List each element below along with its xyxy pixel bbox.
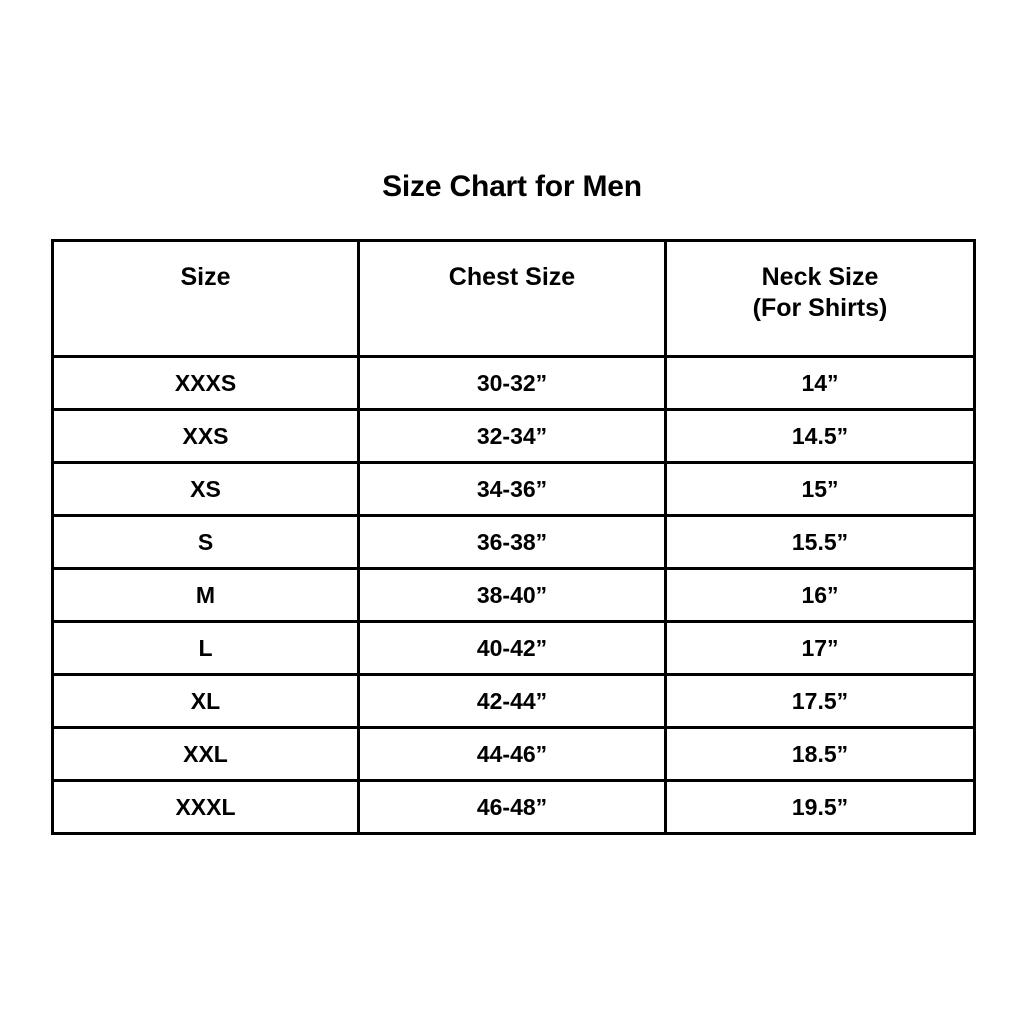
cell-chest: 40-42” (357, 620, 667, 676)
cell-chest: 38-40” (357, 567, 667, 623)
cell-size: XS (51, 461, 360, 517)
column-header-neck-size-label: Neck Size (761, 263, 879, 291)
cell-neck: 15.5” (664, 514, 976, 570)
cell-size: XXXS (51, 355, 360, 411)
table-row: XL 42-44” 17.5” (51, 673, 976, 729)
table-row: XXXS 30-32” 14” (51, 355, 976, 411)
table-body: XXXS 30-32” 14” XXS 32-34” 14.5” XS 34-3… (51, 355, 976, 835)
cell-size: L (51, 620, 360, 676)
cell-neck: 15” (664, 461, 976, 517)
cell-size: XXL (51, 726, 360, 782)
header-row: Size Chest Size Neck Size (For Shirts) (51, 239, 976, 358)
table-row: XS 34-36” 15” (51, 461, 976, 517)
size-chart-table: Size Chest Size Neck Size (For Shirts) X… (51, 239, 976, 835)
cell-neck: 19.5” (664, 779, 976, 835)
cell-neck: 14” (664, 355, 976, 411)
column-header-neck-size: Neck Size (For Shirts) (664, 239, 976, 358)
column-header-chest-size-label: Chest Size (448, 263, 576, 291)
table-row: XXL 44-46” 18.5” (51, 726, 976, 782)
cell-chest: 36-38” (357, 514, 667, 570)
column-header-chest-size: Chest Size (357, 239, 667, 358)
column-header-neck-size-sublabel: (For Shirts) (752, 294, 888, 322)
cell-neck: 17” (664, 620, 976, 676)
table-row: L 40-42” 17” (51, 620, 976, 676)
table-row: XXXL 46-48” 19.5” (51, 779, 976, 835)
cell-chest: 44-46” (357, 726, 667, 782)
cell-neck: 18.5” (664, 726, 976, 782)
cell-chest: 32-34” (357, 408, 667, 464)
table-row: XXS 32-34” 14.5” (51, 408, 976, 464)
cell-size: XXS (51, 408, 360, 464)
cell-size: S (51, 514, 360, 570)
cell-size: XL (51, 673, 360, 729)
column-header-size: Size (51, 239, 360, 358)
table-row: S 36-38” 15.5” (51, 514, 976, 570)
cell-neck: 14.5” (664, 408, 976, 464)
cell-chest: 30-32” (357, 355, 667, 411)
column-header-size-label: Size (180, 263, 231, 291)
table-row: M 38-40” 16” (51, 567, 976, 623)
cell-neck: 17.5” (664, 673, 976, 729)
table-header: Size Chest Size Neck Size (For Shirts) (51, 239, 976, 358)
page-title: Size Chart for Men (382, 170, 642, 203)
cell-chest: 34-36” (357, 461, 667, 517)
cell-size: XXXL (51, 779, 360, 835)
cell-chest: 46-48” (357, 779, 667, 835)
cell-chest: 42-44” (357, 673, 667, 729)
cell-neck: 16” (664, 567, 976, 623)
cell-size: M (51, 567, 360, 623)
